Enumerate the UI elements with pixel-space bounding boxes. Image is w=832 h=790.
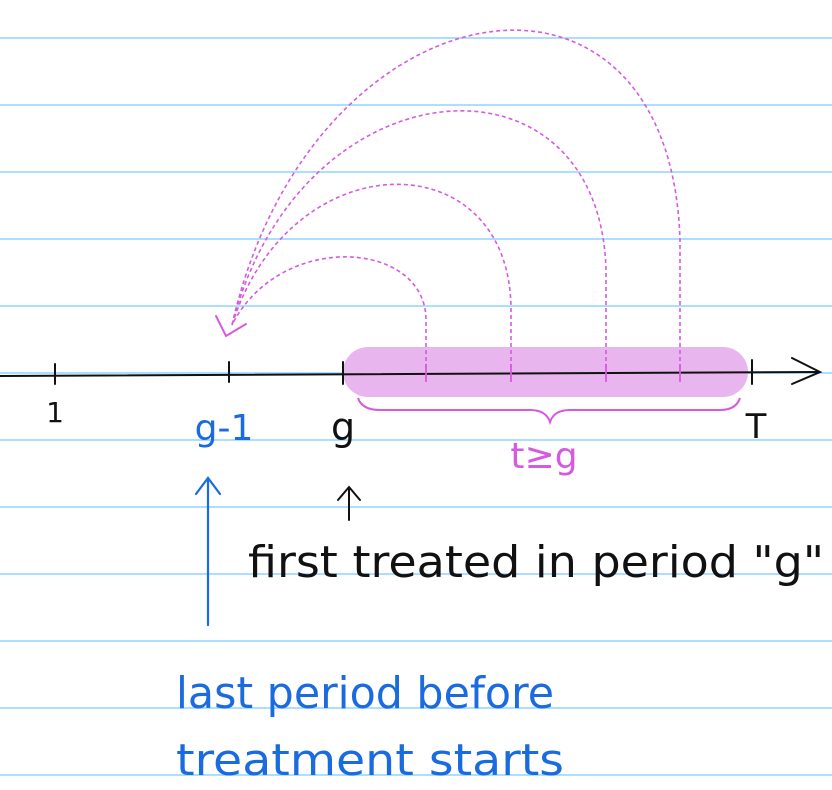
tick-label-g: g [331,405,355,449]
tick-label-T: T [745,407,767,447]
last-period-annotation-line-2: treatment starts [176,735,564,786]
treated-ticks [425,364,681,382]
arrow-up-icon-g-minus-1 [194,476,222,627]
treated-brace [357,397,741,426]
treated-period-highlight [343,347,748,397]
first-treated-annotation: first treated in period "g" [248,537,824,588]
time-axis [0,357,823,385]
arc-4 [231,29,681,368]
last-period-annotation-line-1: last period before [176,668,554,719]
tick-label-1: 1 [46,396,64,429]
brace-label: t≥g [510,436,577,477]
arrowhead-icon [215,315,247,338]
comparison-arcs [231,29,681,368]
arrow-up-icon-g [337,485,361,521]
arc-2 [231,183,512,368]
ruled-lines [0,37,832,776]
tick-label-g-minus-1: g-1 [195,408,254,449]
axis-arrow-icon [791,357,823,385]
arc-1 [231,256,427,368]
arc-3 [231,110,607,368]
